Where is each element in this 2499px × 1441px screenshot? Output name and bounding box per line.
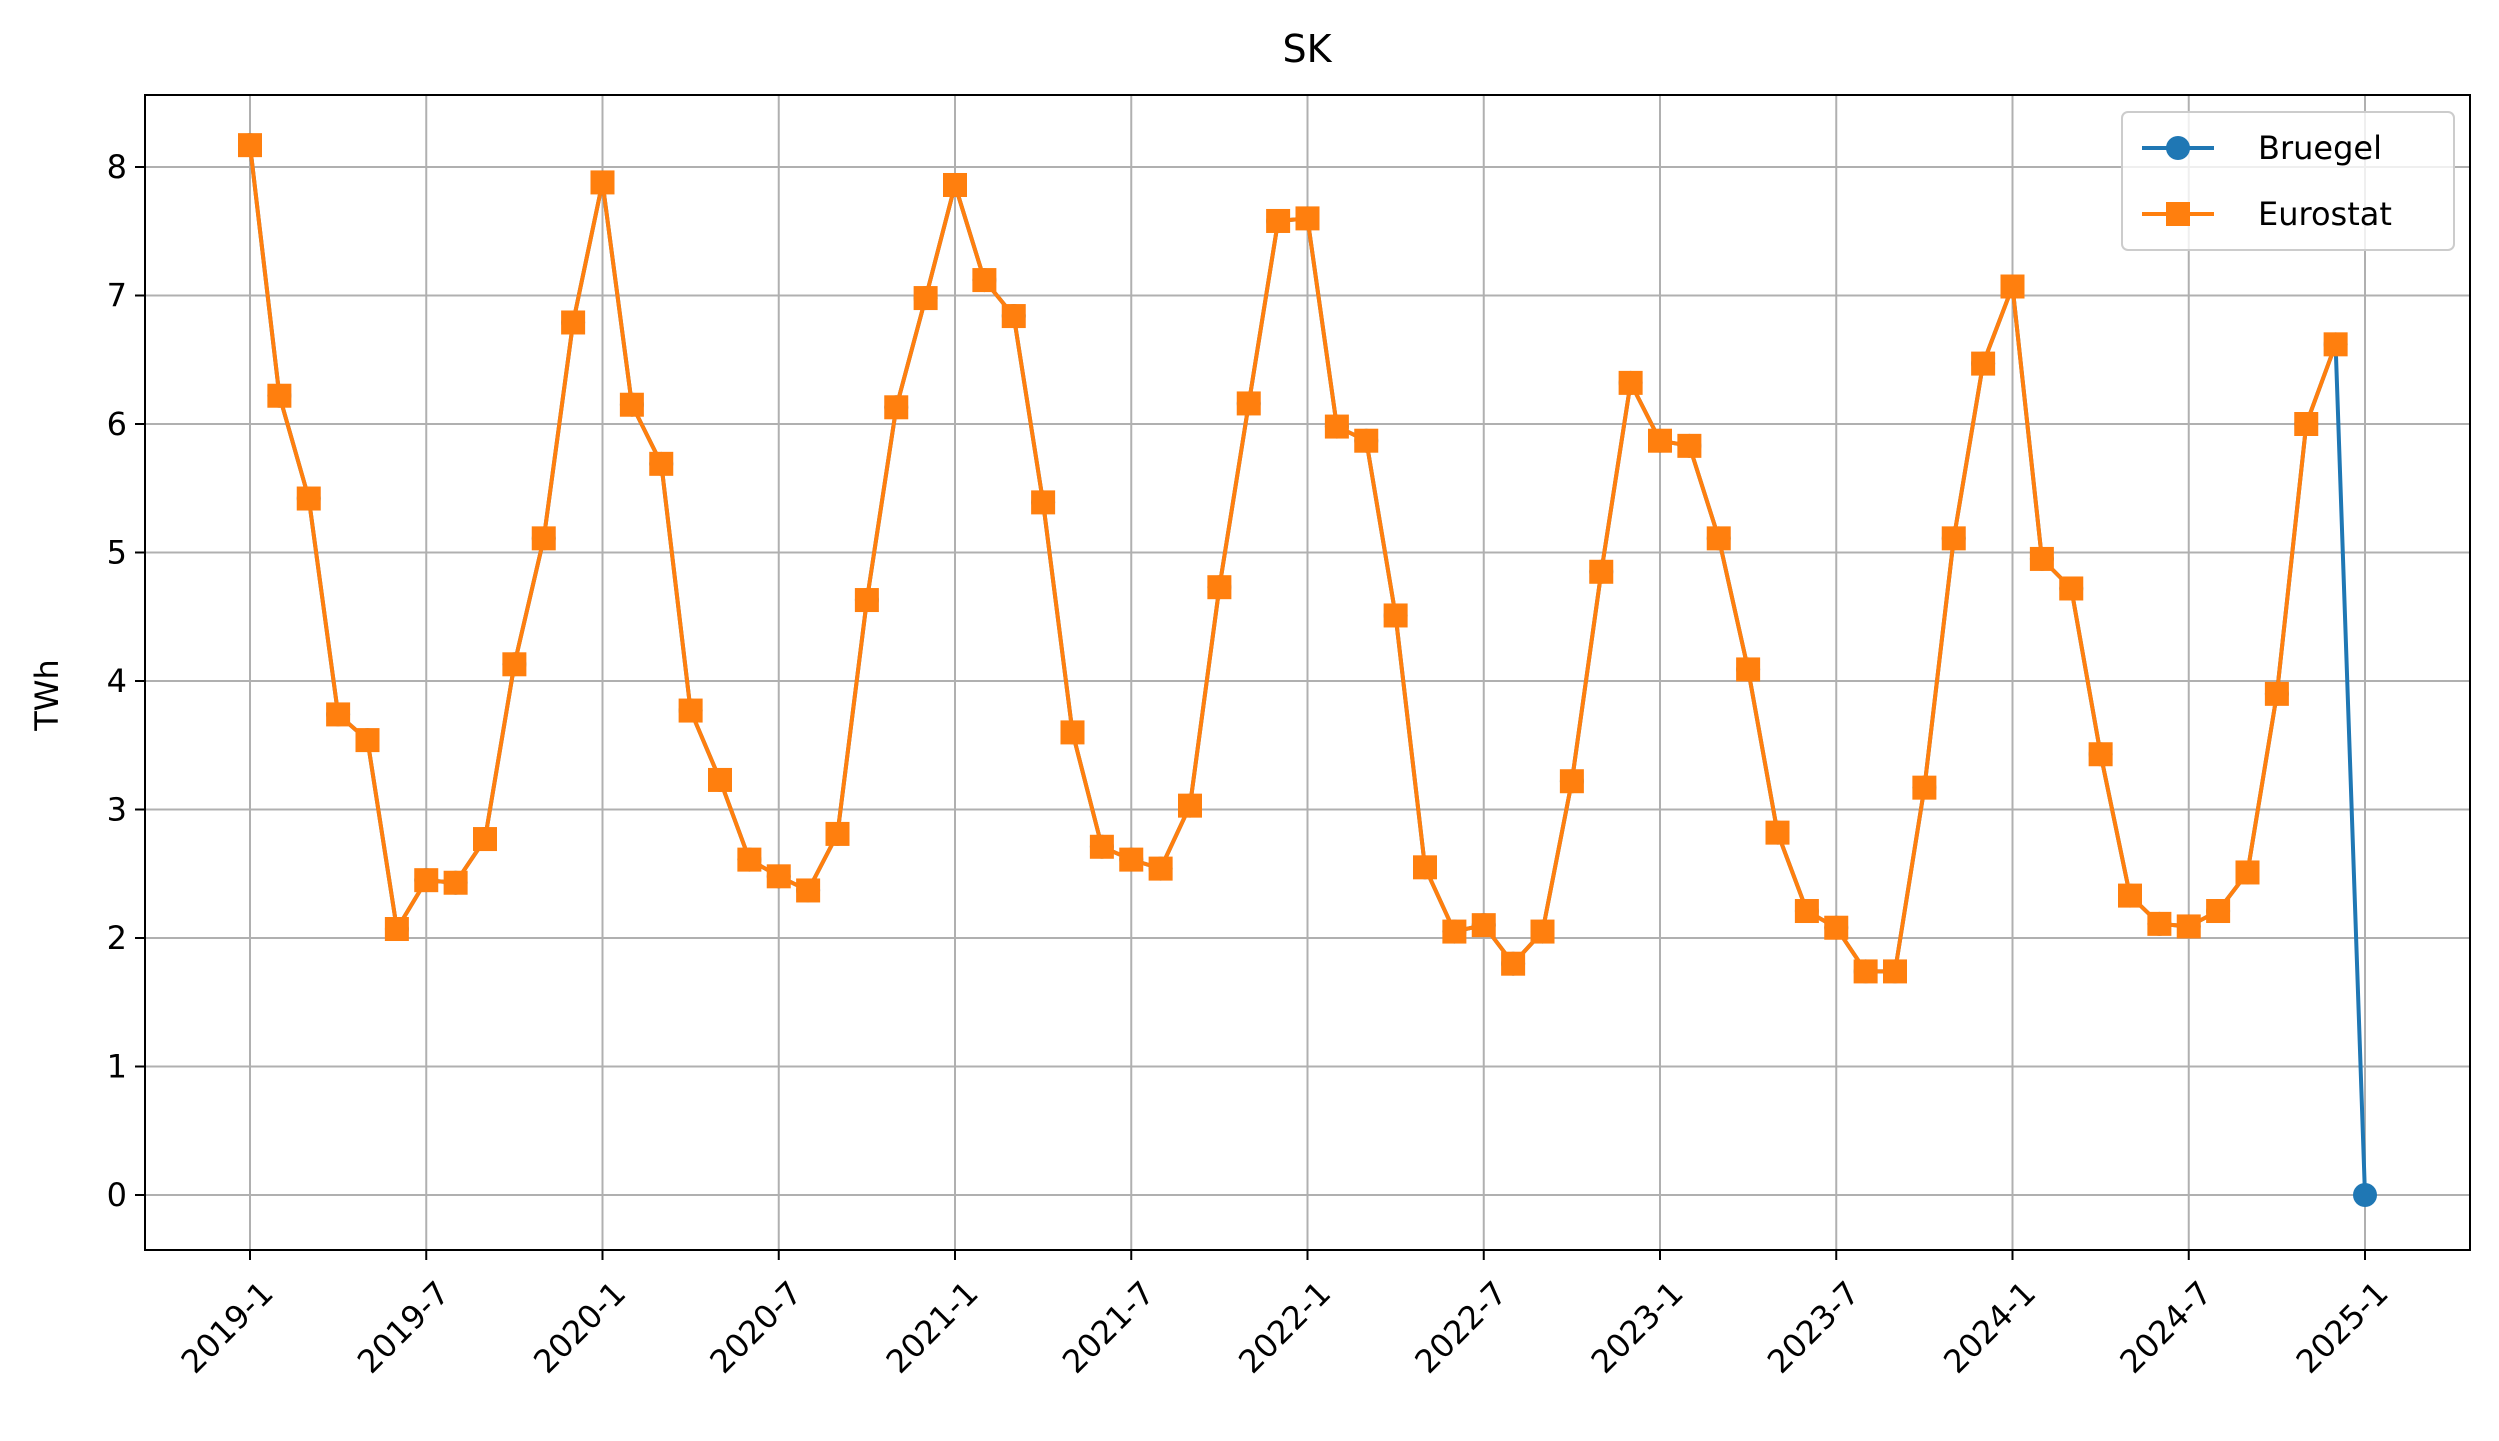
data-point [1648,428,1672,453]
data-point [1530,919,1555,944]
data-point [1853,959,1878,984]
data-point [1559,769,1584,794]
data-point [1060,720,1085,745]
data-point [443,870,468,895]
data-point [678,698,703,723]
data-point [1089,834,1114,859]
data-point [502,652,527,677]
data-point [2029,546,2054,571]
data-point [2235,860,2260,885]
data-point [561,310,586,335]
data-point [884,395,909,420]
y-tick-label: 8 [107,148,127,186]
data-point [2264,681,2289,706]
y-axis-label: TWh [28,659,66,731]
y-tick-label: 5 [107,534,127,572]
data-point [825,821,850,846]
data-point [854,588,879,613]
data-point [1677,433,1702,458]
data-point [1736,657,1761,682]
data-point [1148,856,1173,881]
data-point [1471,913,1496,938]
data-point [619,392,644,417]
data-point [2147,911,2172,936]
y-tick-label: 6 [107,405,127,443]
data-point [1001,304,1026,329]
data-point [384,917,409,942]
grid-lines [145,95,2470,1250]
data-point [1413,855,1437,880]
legend-marker [2166,202,2190,226]
data-point [238,133,262,158]
data-point [1971,351,1996,376]
legend-marker [2166,136,2190,160]
data-point [2323,332,2348,357]
legend-label: Bruegel [2258,129,2382,167]
y-tick-label: 7 [107,277,127,315]
data-point [1354,428,1379,453]
data-point [2118,883,2142,908]
data-point [1383,603,1408,628]
y-tick-label: 0 [107,1176,127,1214]
data-point [473,827,497,852]
data-point [2088,742,2113,767]
data-point [1824,915,1849,940]
data-point [1794,899,1819,924]
y-tick-label: 4 [107,662,127,700]
data-point [296,486,321,511]
data-point [2000,274,2025,299]
data-point [2176,914,2201,939]
data-point [796,878,821,903]
data-point [737,847,762,872]
chart-title: SK [1282,27,1332,71]
data-point [766,864,791,889]
y-tick-label: 1 [107,1048,127,1086]
data-point [590,170,615,195]
y-tick-label: 2 [107,919,127,957]
data-point [1501,951,1526,976]
data-point [355,728,380,753]
data-point [1589,559,1614,584]
data-point [649,451,674,476]
data-point [1266,208,1291,233]
data-point [2059,576,2084,601]
data-point [2353,1183,2377,1207]
data-point [972,268,997,293]
data-point [414,868,439,893]
data-point [2294,412,2319,436]
data-point [1119,847,1144,872]
data-point [2206,899,2231,924]
data-point [326,702,351,727]
data-point [267,383,292,408]
data-point [913,286,938,311]
data-point [1883,959,1907,984]
series-line [248,144,2338,974]
data-point [943,172,967,197]
data-point [1912,775,1937,800]
data-point [1941,526,1966,551]
data-point [531,526,556,551]
legend-label: Eurostat [2258,195,2392,233]
data-point [1765,820,1790,845]
data-point [708,767,732,792]
data-point [1295,206,1320,231]
legend: Bruegel Eurostat [2121,111,2455,251]
data-point [1442,919,1467,944]
series-eurostat [238,133,2348,984]
data-point [1324,414,1349,439]
data-point [1207,575,1232,600]
y-tick-label: 3 [107,791,127,829]
data-point [1706,526,1731,551]
data-point [1618,370,1643,395]
data-point [1178,793,1202,818]
data-point [1236,391,1261,416]
data-point [1031,490,1056,515]
series-layer [238,133,2377,1207]
